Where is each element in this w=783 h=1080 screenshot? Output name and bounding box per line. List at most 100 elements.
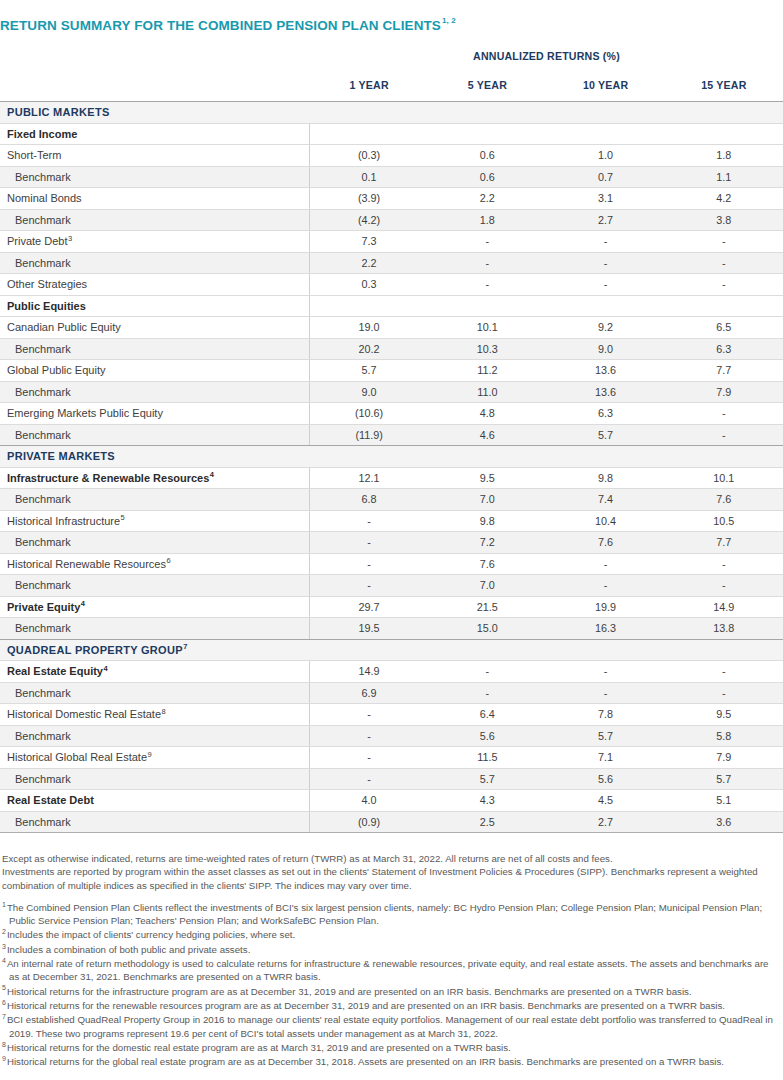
row-label: Emerging Markets Public Equity [0, 403, 310, 424]
return-value-cell: 5.6 [428, 730, 546, 742]
return-value-cell: 21.5 [428, 601, 546, 613]
row-label: Real Estate Debt [0, 790, 310, 811]
row-label: Historical Global Real Estate9 [0, 747, 310, 768]
asset-row: Canadian Public Equity19.010.19.26.5 [0, 316, 783, 338]
benchmark-row: Benchmark(11.9)4.65.7- [0, 424, 783, 446]
footnote-marker: 5 [121, 513, 125, 522]
footnote-marker: 4 [81, 599, 85, 608]
row-label: Short-Term [0, 145, 310, 166]
return-value-cell: (11.9) [310, 429, 428, 441]
return-value-cell: 0.7 [547, 171, 665, 183]
row-label: Infrastructure & Renewable Resources4 [0, 468, 310, 489]
return-value-cell: 0.6 [428, 149, 546, 161]
row-label: Real Estate Equity4 [0, 661, 310, 682]
section-row: PUBLIC MARKETS [0, 101, 783, 123]
return-value-cell: 13.6 [547, 386, 665, 398]
benchmark-row: Benchmark-7.27.67.7 [0, 531, 783, 553]
benchmark-row: Benchmark-7.0-- [0, 574, 783, 596]
row-label: Historical Renewable Resources6 [0, 554, 310, 575]
footnote-item: 1The Combined Pension Plan Clients refle… [2, 901, 781, 928]
return-value-cell: 9.2 [547, 321, 665, 333]
row-label: Other Strategies [0, 274, 310, 295]
return-value-cell: - [665, 407, 783, 419]
section-row: PRIVATE MARKETS [0, 445, 783, 467]
asset-row: Global Public Equity5.711.213.67.7 [0, 359, 783, 381]
return-value-cell: - [547, 687, 665, 699]
footnote-item: 8Historical returns for the domestic rea… [2, 1041, 781, 1054]
footnote-item: 5Historical returns for the infrastructu… [2, 985, 781, 998]
return-value-cell: (10.6) [310, 407, 428, 419]
column-header: 5 YEAR [428, 79, 546, 91]
benchmark-row: Benchmark0.10.60.71.1 [0, 166, 783, 188]
return-value-cell: 9.5 [428, 472, 546, 484]
return-value-cell: 4.6 [428, 429, 546, 441]
return-value-cell: 2.5 [428, 816, 546, 828]
asset-row: Private Equity429.721.519.914.9 [0, 596, 783, 618]
footnote-marker: 1 [2, 901, 6, 908]
row-label: Public Equities [0, 296, 310, 317]
return-value-cell: 9.0 [310, 386, 428, 398]
return-value-cell: 10.1 [665, 472, 783, 484]
return-value-cell: - [310, 579, 428, 591]
return-value-cell: 11.2 [428, 364, 546, 376]
return-value-cell: - [547, 235, 665, 247]
return-value-cell: - [310, 773, 428, 785]
asset-row: Real Estate Equity414.9--- [0, 660, 783, 682]
row-label: Benchmark [0, 253, 310, 274]
return-value-cell: 3.1 [547, 192, 665, 204]
return-value-cell: 4.8 [428, 407, 546, 419]
return-value-cell: (3.9) [310, 192, 428, 204]
footnote-item: 2Includes the impact of clients' currenc… [2, 928, 781, 941]
row-label: Private Debt3 [0, 231, 310, 252]
return-value-cell: 16.3 [547, 622, 665, 634]
footnote-item: 4An internal rate of return methodology … [2, 957, 781, 984]
return-value-cell: 2.2 [428, 192, 546, 204]
return-value-cell: 6.5 [665, 321, 783, 333]
benchmark-row: Benchmark(4.2)1.82.73.8 [0, 209, 783, 231]
asset-row: Other Strategies0.3--- [0, 273, 783, 295]
row-label: Benchmark [0, 425, 310, 446]
asset-row: Emerging Markets Public Equity(10.6)4.86… [0, 402, 783, 424]
return-value-cell: - [665, 235, 783, 247]
return-value-cell: 7.4 [547, 493, 665, 505]
return-value-cell: 19.0 [310, 321, 428, 333]
footnote-marker: 4 [210, 470, 214, 479]
return-value-cell: - [428, 257, 546, 269]
return-value-cell: - [428, 687, 546, 699]
return-value-cell: 7.9 [665, 386, 783, 398]
asset-row: Historical Renewable Resources6-7.6-- [0, 553, 783, 575]
return-value-cell: 10.3 [428, 343, 546, 355]
page-title: RETURN SUMMARY FOR THE COMBINED PENSION … [0, 17, 456, 33]
return-value-cell: 14.9 [665, 601, 783, 613]
benchmark-row: Benchmark(0.9)2.52.73.6 [0, 811, 783, 833]
footnote-marker: 9 [148, 750, 152, 759]
return-value-cell: - [547, 665, 665, 677]
return-value-cell: 7.7 [665, 536, 783, 548]
return-value-cell: 19.5 [310, 622, 428, 634]
return-value-cell: 5.7 [547, 429, 665, 441]
subsection-row: Fixed Income [0, 123, 783, 145]
return-value-cell: 5.8 [665, 730, 783, 742]
return-value-cell: (4.2) [310, 214, 428, 226]
row-label: Benchmark [0, 683, 310, 704]
return-value-cell: 9.0 [547, 343, 665, 355]
return-value-cell: 1.8 [428, 214, 546, 226]
column-header: 10 YEAR [547, 79, 665, 91]
returns-table: PUBLIC MARKETSFixed IncomeShort-Term(0.3… [0, 101, 783, 833]
return-value-cell: 4.2 [665, 192, 783, 204]
footnote-marker: 5 [2, 984, 6, 991]
return-value-cell: 6.3 [665, 343, 783, 355]
return-value-cell: 7.6 [428, 558, 546, 570]
footnote-marker: 2 [2, 928, 6, 935]
benchmark-row: Benchmark-5.65.75.8 [0, 725, 783, 747]
row-label: QUADREAL PROPERTY GROUP7 [0, 640, 783, 661]
column-header: 15 YEAR [665, 79, 783, 91]
return-value-cell: 7.1 [547, 751, 665, 763]
asset-row: Historical Domestic Real Estate8-6.47.89… [0, 703, 783, 725]
return-value-cell: - [428, 278, 546, 290]
return-value-cell: - [547, 558, 665, 570]
asset-row: Nominal Bonds(3.9)2.23.14.2 [0, 187, 783, 209]
benchmark-row: Benchmark9.011.013.67.9 [0, 381, 783, 403]
return-value-cell: 3.6 [665, 816, 783, 828]
row-label: Global Public Equity [0, 360, 310, 381]
